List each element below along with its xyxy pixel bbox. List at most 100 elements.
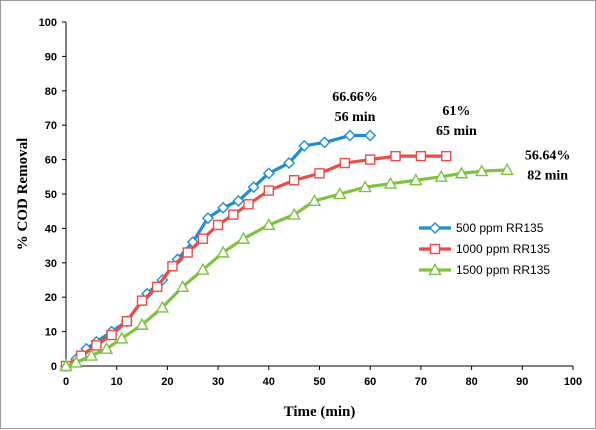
series-2-point — [136, 295, 148, 306]
series-1-point — [343, 129, 356, 142]
y-tick-label: 70 — [45, 120, 57, 132]
x-tick-label: 40 — [263, 376, 275, 388]
legend-marker — [428, 263, 442, 276]
y-tick-label: 60 — [45, 155, 57, 167]
series-3-point — [99, 341, 114, 354]
x-tick-group: 0 10 20 30 40 50 60 70 80 90 100 — [63, 366, 582, 388]
axes — [65, 22, 573, 367]
series-2-point — [339, 157, 351, 169]
series-1-point — [364, 129, 377, 142]
x-tick-label: 60 — [364, 376, 376, 388]
x-tick-label: 20 — [161, 376, 173, 388]
y-tick-label: 50 — [45, 189, 57, 201]
series-layer — [59, 129, 514, 372]
series-3-point — [307, 193, 322, 206]
series-3-point — [175, 279, 190, 292]
series-3-point — [409, 173, 423, 186]
annotation-label: 82 min — [527, 169, 568, 184]
series-2-point — [167, 261, 178, 272]
y-tick-label: 100 — [39, 17, 57, 29]
series-2-point — [441, 150, 452, 162]
series-2 — [60, 150, 452, 372]
legend: 500 ppm RR135 1000 ppm RR135 1500 ppm RR13… — [419, 221, 550, 277]
legend-label: 1000 ppm RR135 — [456, 242, 550, 256]
annotation-label: 66.66% — [332, 90, 378, 105]
series-3-point — [196, 262, 210, 275]
y-axis-title: % COD Removal — [15, 138, 31, 251]
series-3-point — [59, 359, 73, 372]
legend-item: 1000 ppm RR135 — [419, 242, 550, 256]
series-1-point — [232, 194, 245, 207]
series-2-point — [152, 281, 163, 293]
x-tick-label: 50 — [313, 376, 325, 388]
series-3-point — [475, 164, 489, 177]
annotation-label: 61% — [442, 104, 470, 119]
series-3 — [59, 162, 514, 372]
annotation-layer: 66.66% 56 min 61% 65 min 56.64% 82 min — [332, 90, 570, 183]
series-1-point — [201, 212, 214, 225]
series-2-point — [212, 219, 224, 231]
legend-item: 500 ppm RR135 — [419, 221, 544, 235]
y-tick-label: 40 — [45, 223, 57, 235]
y-tick-label: 30 — [45, 258, 57, 270]
y-tick-label: 0 — [51, 361, 57, 373]
x-tick-label: 70 — [415, 376, 427, 388]
series-3-point — [287, 207, 301, 220]
series-1-point — [217, 201, 230, 214]
series-2-point — [365, 154, 376, 165]
series-2-point — [91, 340, 102, 351]
y-tick-label: 80 — [45, 86, 57, 98]
series-2-point — [197, 233, 209, 244]
series-3-point — [454, 166, 469, 179]
series-2-point — [390, 150, 401, 162]
series-2-point — [182, 247, 193, 258]
series-1-point — [247, 181, 260, 194]
annotation-label: 65 min — [436, 124, 477, 139]
series-2-point — [263, 185, 274, 196]
annotation-label: 56.64% — [525, 149, 571, 164]
series-3-point — [216, 245, 230, 258]
series-2-point — [288, 175, 300, 186]
series-3-point — [69, 355, 83, 368]
y-tick-label: 20 — [45, 292, 57, 304]
series-3-point — [383, 176, 398, 189]
series-3-point — [84, 348, 99, 361]
series-3-point — [135, 317, 149, 330]
legend-label: 500 ppm RR135 — [456, 221, 544, 235]
series-3-point — [262, 218, 276, 231]
legend-item: 1500 ppm RR135 — [419, 263, 550, 277]
x-tick-label: 80 — [465, 376, 477, 388]
y-tick-label: 90 — [45, 51, 57, 63]
y-tick-group: 0 10 20 30 40 50 60 70 80 90 100 — [39, 17, 66, 373]
series-3-point — [358, 180, 372, 193]
legend-marker — [429, 222, 441, 234]
series-3-point — [115, 331, 129, 344]
series-3-point — [236, 231, 251, 244]
series-1-point — [262, 167, 275, 180]
x-tick-label: 30 — [212, 376, 224, 388]
series-3-line — [64, 168, 509, 368]
series-2-point — [243, 199, 254, 210]
series-1-point — [283, 157, 296, 170]
series-2-point — [415, 150, 427, 162]
x-tick-label: 90 — [516, 376, 528, 388]
legend-label: 1500 ppm RR135 — [456, 263, 550, 277]
series-2-point — [314, 168, 325, 179]
x-axis-title: Time (min) — [284, 404, 356, 420]
annotation-label: 56 min — [335, 110, 376, 125]
y-tick-label: 10 — [45, 327, 57, 339]
series-3-point — [333, 187, 347, 200]
x-tick-label: 0 — [63, 376, 69, 388]
series-2-point — [121, 316, 133, 327]
series-3-point — [500, 162, 514, 176]
series-1-point — [318, 136, 331, 149]
series-2-point — [106, 329, 117, 341]
series-2-point — [228, 209, 239, 220]
x-tick-label: 100 — [564, 376, 582, 388]
series-1-point — [298, 139, 311, 152]
series-3-point — [434, 169, 448, 182]
series-3-point — [155, 300, 170, 313]
legend-marker — [429, 243, 441, 255]
